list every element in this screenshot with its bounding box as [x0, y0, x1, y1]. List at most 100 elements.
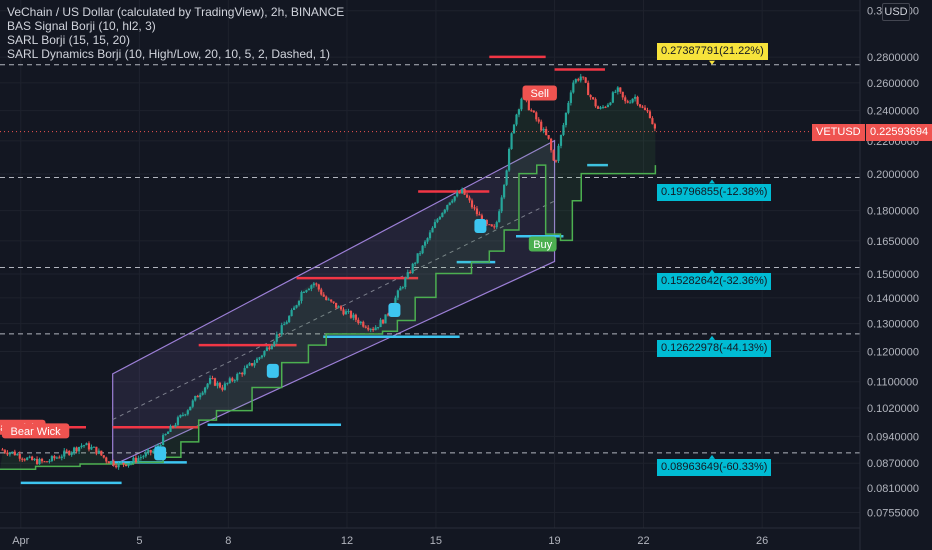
candle-body	[629, 102, 632, 104]
candle-body	[21, 458, 24, 460]
candle-body	[243, 368, 246, 375]
candle-body	[115, 465, 118, 468]
trend-tag-pointer	[709, 269, 715, 274]
candle-body	[216, 382, 219, 386]
candle-body	[305, 290, 308, 293]
candle-body	[609, 102, 612, 105]
price-tick-label: 0.0940000	[867, 431, 919, 443]
candle-body	[510, 133, 513, 149]
symbol-title[interactable]: VeChain / US Dollar (calculated by Tradi…	[7, 5, 345, 19]
candle-body	[384, 314, 387, 324]
candle-body	[653, 124, 656, 129]
candle-body	[63, 450, 66, 457]
candle-body	[488, 224, 491, 226]
candle-body	[431, 227, 434, 233]
time-tick-label: 15	[430, 535, 442, 547]
candle-body	[85, 443, 88, 446]
candle-body	[53, 456, 56, 459]
candle-body	[186, 410, 189, 415]
candle-body	[646, 110, 649, 112]
candle-body	[26, 457, 29, 460]
candle-body	[461, 188, 464, 194]
candle-body	[35, 458, 39, 465]
indicator-bas-signal[interactable]: BAS Signal Borji (10, hl2, 3)	[7, 19, 156, 33]
candle-body	[43, 461, 46, 463]
candle-body	[105, 457, 108, 462]
candle-body	[443, 209, 446, 213]
candle-body	[226, 382, 229, 384]
candle-body	[117, 463, 120, 468]
candle-body	[134, 457, 138, 462]
trend-tag-pointer	[709, 454, 715, 459]
candle-body	[132, 457, 135, 463]
price-axis[interactable]: 0.32000000.28000000.26000000.24000000.22…	[867, 6, 919, 520]
price-tick-label: 0.1020000	[867, 403, 919, 415]
candle-body	[505, 170, 508, 185]
candle-body	[208, 378, 212, 384]
indicator-sarl-dynamics[interactable]: SARL Dynamics Borji (10, High/Low, 20, 1…	[7, 47, 331, 61]
candle-body	[332, 301, 335, 303]
candle-body	[297, 300, 301, 306]
candle-body	[55, 457, 58, 459]
candle-body	[347, 311, 350, 313]
candle-body	[614, 91, 617, 93]
candle-body	[166, 431, 170, 434]
candle-body	[478, 214, 481, 216]
candle-body	[204, 387, 207, 393]
candle-body	[248, 363, 251, 366]
candle-body	[265, 347, 268, 351]
price-tick-label: 0.0870000	[867, 458, 919, 470]
candle-body	[503, 184, 506, 198]
candle-body	[288, 316, 291, 323]
candle-body	[149, 449, 152, 453]
candle-body	[631, 98, 634, 103]
candle-body	[357, 319, 360, 324]
indicator-sarl[interactable]: SARL Borji (15, 15, 20)	[7, 33, 130, 47]
candle-body	[320, 289, 323, 295]
candle-body	[122, 462, 125, 465]
candle-body	[278, 334, 281, 336]
currency-button[interactable]: USD	[882, 3, 910, 21]
candle-body	[364, 326, 367, 328]
time-axis[interactable]: Apr 5 8 12 15 19 22 26	[12, 535, 768, 547]
candle-body	[579, 76, 582, 81]
candle-body	[58, 457, 61, 459]
candle-body	[65, 450, 68, 452]
candles	[1, 73, 656, 470]
candle-body	[394, 297, 397, 306]
candle-body	[379, 319, 382, 328]
candle-body	[611, 92, 614, 103]
candle-body	[75, 447, 78, 452]
candle-body	[152, 450, 155, 453]
candle-body	[463, 188, 466, 195]
candle-body	[228, 378, 231, 383]
candle-body	[330, 299, 333, 302]
candle-body	[129, 462, 133, 464]
candle-body	[325, 296, 328, 300]
candle-body	[147, 449, 150, 453]
trend-lines	[0, 60, 860, 459]
candle-body	[327, 299, 330, 301]
candle-body	[253, 362, 256, 366]
candle-body	[362, 321, 365, 327]
candle-body	[490, 224, 493, 227]
candle-body	[414, 262, 417, 264]
candle-body	[619, 87, 622, 92]
candle-body	[515, 114, 518, 125]
price-tick-label: 0.2000000	[867, 169, 919, 181]
candle-body	[468, 197, 471, 201]
candle-body	[317, 284, 320, 290]
candle-body	[592, 97, 595, 100]
candle-body	[396, 290, 399, 298]
candle-body	[334, 302, 338, 308]
candle-body	[540, 121, 543, 131]
candle-body	[572, 82, 575, 93]
price-tick-label: 0.1300000	[867, 319, 919, 331]
candle-body	[604, 106, 607, 108]
channel-midline	[112, 200, 555, 421]
candle-body	[475, 208, 479, 215]
candle-body	[322, 294, 325, 297]
trend-level-tag: 0.08963649(-60.33%)	[657, 458, 772, 476]
candle-body	[1, 449, 4, 451]
